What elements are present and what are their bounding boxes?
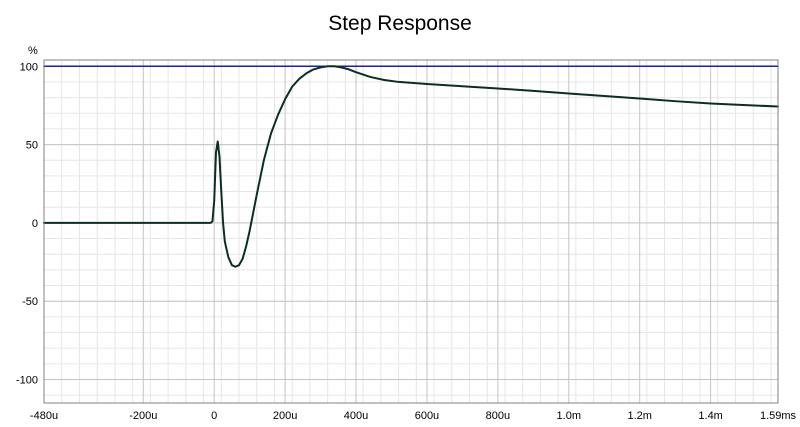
x-axis-ticks: -480u -200u 0 200u 400u 600u 800u 1.0m 1.2m 1.4m 1… [30,410,797,422]
y-tick-label: -100 [16,375,38,387]
x-tick-label: 400u [344,410,368,422]
chart-title: Step Response [328,12,472,35]
plot-area [44,60,778,403]
series-line [43,65,779,268]
minor-grid [44,60,778,403]
x-tick-label: 1.2m [627,410,651,422]
plot-frame [43,59,779,404]
x-tick-label: 200u [273,410,297,422]
x-tick-label: 1.0m [557,410,581,422]
x-tick-label: 1.59ms [760,410,797,422]
series-layer [43,65,779,268]
x-tick-label: 1.4m [698,410,722,422]
plot-border [43,59,779,404]
y-tick-label: -50 [22,296,38,308]
x-tick-label: 600u [415,410,439,422]
y-axis-unit-label: % [28,45,38,57]
x-tick-label: -480u [30,410,58,422]
y-tick-label: 50 [26,140,38,152]
x-tick-label: -200u [129,410,157,422]
y-tick-label: 0 [32,218,38,230]
x-tick-label: 0 [211,410,217,422]
plot-background [44,60,778,403]
y-axis-ticks: 100 50 0 -50 -100 [16,61,38,386]
x-tick-label: 800u [486,410,510,422]
y-tick-label: 100 [20,61,38,73]
